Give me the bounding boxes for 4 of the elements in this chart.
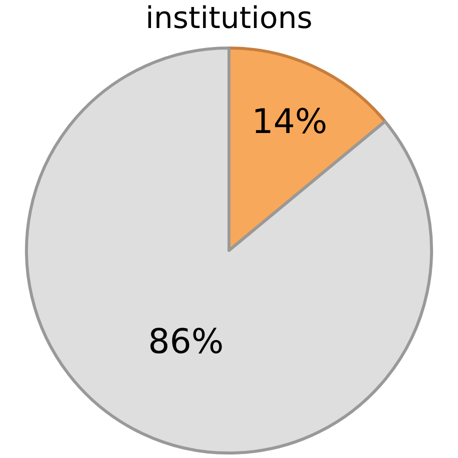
data-label: 86% <box>148 322 224 362</box>
pie-slice <box>25 46 433 454</box>
chart-title: institutions <box>146 0 312 36</box>
data-label: 14% <box>252 102 328 142</box>
